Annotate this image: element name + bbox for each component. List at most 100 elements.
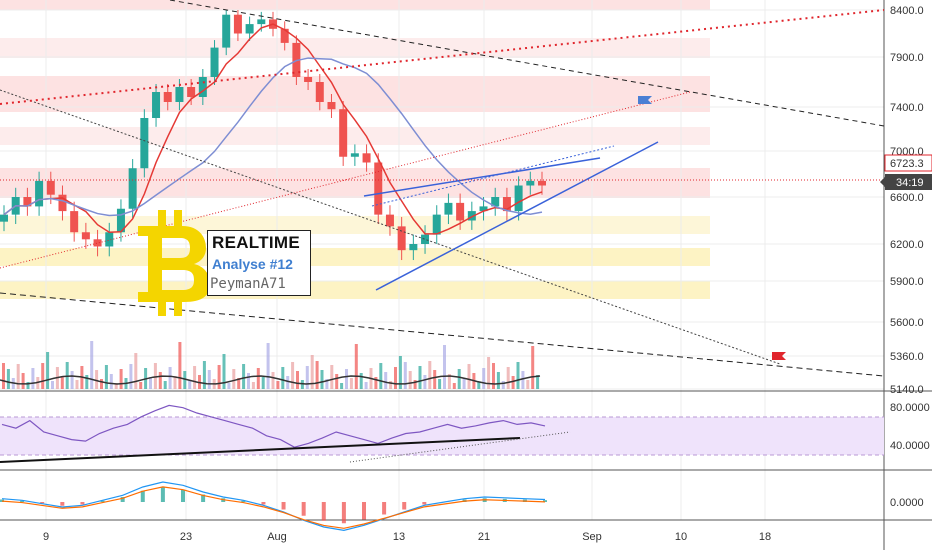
price-tick-label: 6600.0 — [890, 192, 924, 204]
volume-bar — [418, 366, 422, 389]
date-tick-label: 23 — [180, 531, 192, 543]
wedge-dotted — [371, 145, 615, 207]
price-tick-label: 7400.0 — [890, 102, 924, 114]
candle-body — [514, 185, 523, 212]
macd-histogram-bar — [543, 500, 547, 502]
candle-body — [152, 92, 161, 118]
candle-body — [479, 206, 488, 212]
volume-bar — [531, 346, 535, 389]
volume-bar — [457, 369, 461, 389]
volume-bar — [276, 381, 280, 389]
candle-body — [432, 214, 441, 235]
volume-bar — [70, 371, 74, 389]
macd-histogram-bar — [201, 494, 206, 502]
current-price-label: 6723.3 — [890, 158, 924, 170]
candle-body — [280, 28, 289, 43]
candle-body — [140, 118, 149, 169]
rsi-tick-label: 80.0000 — [890, 402, 930, 414]
candle-body — [421, 234, 430, 244]
volume-bar — [163, 381, 167, 389]
overlay-subtitle: Analyse #12 — [212, 256, 293, 272]
volume-bar — [168, 367, 172, 389]
candle-body — [456, 202, 465, 221]
price-tick-label: 5900.0 — [890, 276, 924, 288]
candle-body — [304, 77, 313, 82]
macd-histogram-bar — [261, 502, 266, 505]
candle-body — [339, 109, 348, 157]
candle-body — [58, 194, 67, 212]
volume-bar — [227, 383, 231, 389]
volume-bar — [134, 353, 138, 389]
volume-bar — [232, 369, 236, 389]
volume-bar — [447, 374, 451, 389]
trendline-resistance — [169, 0, 885, 127]
volume-bar — [300, 380, 304, 389]
volume-bar — [506, 367, 510, 389]
rsi-trendline — [0, 437, 521, 463]
volume-bar — [349, 378, 353, 389]
volume-bar — [183, 371, 187, 389]
macd-tick-label: 0.0000 — [890, 497, 924, 509]
volume-bar — [242, 364, 246, 389]
price-tick-label: 5360.0 — [890, 351, 924, 363]
price-tick-label: 8400.0 — [890, 5, 924, 17]
volume-bar — [90, 341, 94, 389]
volume-bar — [492, 363, 495, 389]
rsi-line — [1, 404, 546, 448]
date-tick-label: 18 — [759, 531, 771, 543]
volume-bar — [46, 352, 50, 389]
volume-bar — [384, 372, 388, 389]
volume-bar — [261, 377, 265, 389]
countdown-tag — [885, 174, 932, 190]
candle-body — [257, 19, 266, 25]
volume-bar — [467, 364, 471, 389]
candle-body — [350, 153, 359, 157]
candle-body — [502, 197, 511, 212]
volume-bar — [114, 383, 118, 389]
countdown-label: 34:19 — [896, 177, 924, 189]
red-flag-icon — [772, 352, 786, 364]
volume-bar — [207, 370, 211, 389]
macd-histogram-bar — [80, 502, 85, 505]
volume-bar — [286, 376, 290, 389]
volume-bar — [325, 379, 329, 389]
volume-ma-line — [0, 375, 541, 385]
candle-body — [198, 77, 207, 97]
candle-body — [374, 162, 383, 215]
macd-histogram-bar — [341, 502, 346, 524]
volume-bar — [6, 369, 10, 389]
candle-body — [116, 208, 125, 233]
volume-bar — [526, 380, 530, 389]
macd-histogram-bar — [321, 502, 326, 521]
volume-bar — [153, 363, 157, 389]
wedge-support — [375, 141, 659, 291]
ma-fast-line — [3, 23, 543, 235]
zone-band — [0, 248, 710, 266]
volume-bar — [354, 344, 358, 389]
analysis-label-box: REALTIME Analyse #12 PeymanA71 — [207, 230, 311, 296]
candle-body — [385, 214, 394, 227]
volume-bar — [296, 371, 299, 389]
date-tick-label: Aug — [267, 531, 287, 543]
macd-histogram-bar — [140, 490, 145, 502]
rsi-band — [0, 417, 884, 455]
blue-flag-icon — [638, 96, 652, 108]
volume-bar — [95, 370, 99, 389]
volume-bar — [462, 378, 466, 389]
volume-bar — [521, 371, 525, 389]
zone-band — [0, 38, 710, 58]
volume-bar — [408, 371, 412, 389]
volume-bar — [178, 342, 182, 389]
volume-bar — [291, 362, 295, 389]
candle-body — [444, 202, 453, 215]
candle-body — [397, 226, 406, 251]
volume-bar — [104, 365, 108, 389]
candle-body — [105, 232, 114, 247]
macd-histogram-bar — [402, 502, 407, 510]
overlay-title: REALTIME — [212, 233, 301, 252]
volume-bar — [109, 374, 113, 389]
volume-bar — [389, 381, 393, 389]
candle-body — [0, 214, 8, 222]
volume-bar — [315, 361, 319, 389]
